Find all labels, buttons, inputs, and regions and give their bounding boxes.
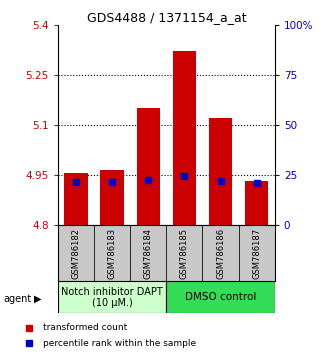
Bar bbox=[166, 281, 275, 313]
Bar bbox=[166, 225, 203, 281]
Bar bbox=[130, 225, 166, 281]
Bar bbox=[209, 118, 232, 225]
Bar bbox=[173, 51, 196, 225]
Bar bbox=[239, 225, 275, 281]
Title: GDS4488 / 1371154_a_at: GDS4488 / 1371154_a_at bbox=[86, 11, 246, 24]
Text: GSM786183: GSM786183 bbox=[108, 228, 117, 279]
Text: ▶: ▶ bbox=[34, 294, 42, 304]
Bar bbox=[58, 281, 166, 313]
Text: agent: agent bbox=[3, 294, 31, 304]
Text: GSM786186: GSM786186 bbox=[216, 228, 225, 279]
Text: GSM786185: GSM786185 bbox=[180, 228, 189, 279]
Text: GSM786187: GSM786187 bbox=[252, 228, 261, 279]
Text: Notch inhibitor DAPT
(10 μM.): Notch inhibitor DAPT (10 μM.) bbox=[61, 286, 163, 308]
Bar bbox=[100, 170, 124, 225]
Bar bbox=[64, 173, 88, 225]
Bar bbox=[203, 225, 239, 281]
Text: percentile rank within the sample: percentile rank within the sample bbox=[42, 339, 196, 348]
Bar bbox=[245, 182, 268, 225]
Text: DMSO control: DMSO control bbox=[185, 292, 256, 302]
Bar bbox=[58, 225, 94, 281]
Text: GSM786184: GSM786184 bbox=[144, 228, 153, 279]
Bar bbox=[136, 108, 160, 225]
Text: GSM786182: GSM786182 bbox=[71, 228, 80, 279]
Bar bbox=[94, 225, 130, 281]
Text: transformed count: transformed count bbox=[42, 323, 127, 332]
